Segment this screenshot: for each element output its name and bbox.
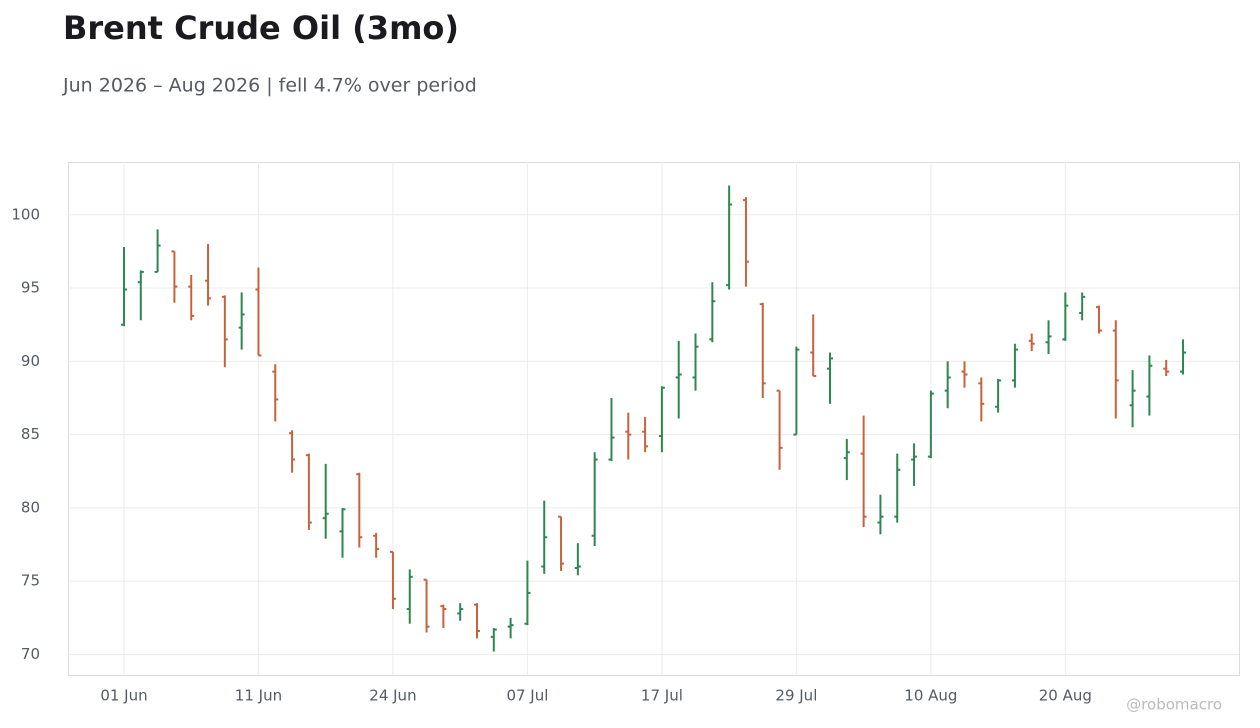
x-tick-label: 24 Jun [369,687,416,705]
plot-frame [68,162,1240,676]
chart-title: Brent Crude Oil (3mo) [63,9,459,47]
y-tick-label: 95 [21,279,40,297]
y-tick-label: 70 [21,645,40,663]
x-tick-label: 07 Jul [506,687,548,705]
y-tick-label: 75 [21,572,40,590]
y-tick-label: 100 [11,205,40,223]
y-tick-label: 90 [21,352,40,370]
watermark: @robomacro [1126,696,1222,714]
x-tick-label: 29 Jul [775,687,817,705]
x-tick-label: 20 Aug [1039,687,1092,705]
x-tick-label: 11 Jun [235,687,282,705]
chart-subtitle: Jun 2026 – Aug 2026 | fell 4.7% over per… [62,75,477,97]
y-tick-label: 80 [21,498,40,516]
x-tick-label: 01 Jun [100,687,147,705]
x-tick-label: 17 Jul [641,687,683,705]
y-tick-label: 85 [21,425,40,443]
x-tick-label: 10 Aug [904,687,957,705]
